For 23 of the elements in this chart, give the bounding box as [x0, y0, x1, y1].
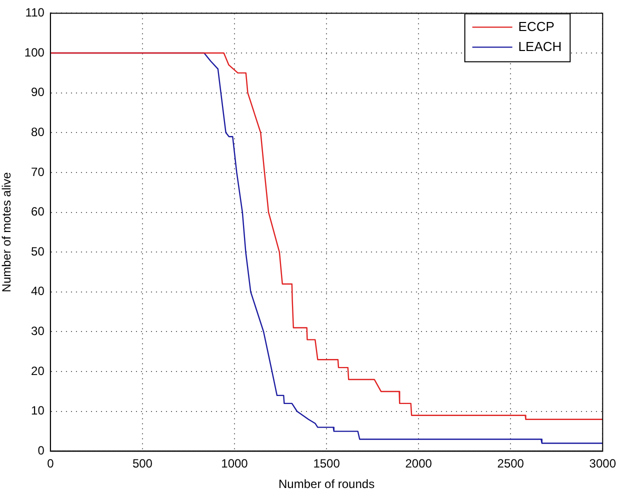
x-tick-label: 500	[132, 456, 153, 471]
x-tick-label: 0	[47, 456, 54, 471]
y-tick-label: 40	[31, 284, 45, 298]
x-tick-label: 1000	[221, 456, 248, 471]
y-tick-label: 30	[31, 324, 45, 338]
y-tick-label: 80	[31, 124, 45, 139]
y-tick-label: 70	[31, 164, 45, 179]
x-tick-label: 2500	[497, 456, 524, 471]
y-tick-label: 100	[24, 45, 45, 60]
y-axis-title: Number of motes alive	[0, 172, 14, 292]
x-tick-label: 2000	[405, 456, 432, 471]
y-tick-label: 50	[31, 244, 45, 258]
y-tick-label: 20	[31, 364, 45, 378]
legend-label: ECCP	[518, 18, 554, 34]
y-tick-label: 10	[31, 404, 45, 418]
y-tick-label: 0	[38, 444, 45, 458]
legend-label: LEACH	[518, 38, 562, 54]
y-tick-label: 90	[31, 85, 45, 100]
x-tick-label: 1500	[313, 456, 340, 471]
y-tick-label: 110	[25, 6, 45, 20]
x-axis-title: Number of rounds	[278, 477, 375, 492]
x-tick-label: 3000	[589, 456, 616, 471]
y-tick-label: 60	[31, 204, 45, 219]
